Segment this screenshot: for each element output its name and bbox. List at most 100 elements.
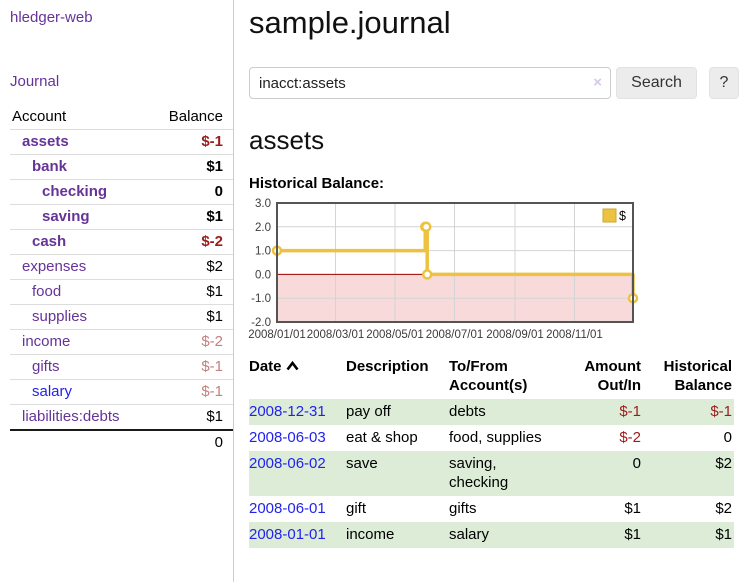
search-input[interactable] — [249, 67, 611, 99]
transaction-row[interactable]: 2008-06-03 eat & shop food, supplies $-2 0 — [249, 425, 734, 451]
svg-text:2008/09/01: 2008/09/01 — [486, 329, 544, 341]
svg-text:1.0: 1.0 — [255, 246, 271, 258]
transaction-row[interactable]: 2008-06-02 save saving, checking 0 $2 — [249, 451, 734, 496]
transaction-date-link[interactable]: 2008-06-03 — [249, 429, 326, 446]
transaction-accounts: gifts — [449, 500, 477, 517]
account-link[interactable]: expenses — [22, 258, 87, 275]
page-title: sample.journal — [249, 5, 451, 40]
account-row: income $-2 — [10, 329, 233, 355]
account-link[interactable]: liabilities:debts — [22, 408, 120, 425]
account-row: expenses $2 — [10, 254, 233, 280]
account-link[interactable]: food — [32, 283, 62, 300]
transaction-balance: $2 — [715, 455, 732, 472]
main-content: sample.journal × Search ? assets Histori… — [234, 0, 742, 582]
account-table-header-row: Account Balance — [10, 105, 233, 130]
account-row: saving $1 — [10, 204, 233, 230]
transaction-date-link[interactable]: 2008-12-31 — [249, 403, 326, 420]
amount-column-header: Amount Out/In — [584, 358, 641, 394]
transaction-accounts: debts — [449, 403, 486, 420]
account-row: cash $-2 — [10, 229, 233, 255]
account-link[interactable]: gifts — [32, 358, 60, 375]
sidebar-nav: Journal — [10, 73, 233, 91]
transaction-date-link[interactable]: 2008-06-01 — [249, 500, 326, 517]
account-row: salary $-1 — [10, 379, 233, 405]
account-row: liabilities:debts $1 — [10, 404, 233, 431]
transaction-amount: $-1 — [619, 403, 641, 420]
transaction-amount: $1 — [624, 500, 641, 517]
account-balance: $1 — [206, 283, 223, 300]
account-total-row: 0 — [10, 429, 233, 455]
date-column-header[interactable]: Date — [249, 355, 346, 399]
legend-swatch — [602, 208, 617, 223]
transaction-description: eat & shop — [346, 429, 418, 446]
transaction-accounts: saving, checking — [449, 455, 509, 491]
account-balance: $-2 — [201, 333, 223, 350]
transaction-amount: $-2 — [619, 429, 641, 446]
transaction-balance: $1 — [715, 526, 732, 543]
transaction-amount: 0 — [632, 455, 641, 472]
account-link[interactable]: checking — [42, 183, 108, 200]
transaction-date-link[interactable]: 2008-01-01 — [249, 526, 326, 543]
account-column-header: Account — [12, 108, 67, 125]
transaction-balance: 0 — [723, 429, 732, 446]
svg-text:2008/07/01: 2008/07/01 — [426, 329, 484, 341]
account-heading: assets — [249, 125, 325, 155]
svg-text:2008/03/01: 2008/03/01 — [307, 329, 365, 341]
svg-text:0.0: 0.0 — [255, 269, 271, 281]
transactions-header-row: Date Description To/From Account(s) Amou… — [249, 355, 734, 399]
account-link[interactable]: saving — [42, 208, 90, 225]
account-link[interactable]: income — [22, 333, 71, 350]
svg-text:2008/11/01: 2008/11/01 — [546, 329, 603, 341]
account-row: gifts $-1 — [10, 354, 233, 380]
account-balance-table: Account Balance assets $-1 bank $1 checking 0… — [10, 105, 233, 455]
balance-column-header-txn: Historical Balance — [663, 358, 732, 394]
account-balance: $-1 — [201, 383, 223, 400]
help-button[interactable]: ? — [709, 67, 739, 99]
account-balance: $1 — [206, 308, 223, 325]
sidebar: hledger-web Journal Account Balance asse… — [0, 0, 234, 582]
transaction-amount: $1 — [624, 526, 641, 543]
clear-search-icon[interactable]: × — [593, 74, 602, 91]
transaction-accounts: food, supplies — [449, 429, 542, 446]
app-title-link[interactable]: hledger-web — [10, 9, 93, 26]
account-row: assets $-1 — [10, 129, 233, 155]
svg-text:2008/01/01: 2008/01/01 — [248, 329, 306, 341]
transaction-date-link[interactable]: 2008-06-02 — [249, 455, 326, 472]
balance-column-header: Balance — [168, 108, 223, 125]
account-link[interactable]: bank — [32, 158, 68, 175]
transaction-row[interactable]: 2008-01-01 income salary $1 $1 — [249, 522, 734, 548]
account-link[interactable]: cash — [32, 233, 67, 250]
svg-text:-2.0: -2.0 — [251, 317, 271, 329]
account-balance: $1 — [206, 408, 223, 425]
search-button[interactable]: Search — [616, 67, 697, 99]
account-balance: $-1 — [201, 358, 223, 375]
transaction-description: pay off — [346, 403, 391, 420]
account-link[interactable]: salary — [32, 383, 73, 400]
svg-text:-1.0: -1.0 — [251, 293, 271, 305]
total-spacer — [10, 429, 149, 455]
transaction-row[interactable]: 2008-06-01 gift gifts $1 $2 — [249, 496, 734, 522]
svg-text:2008/05/01: 2008/05/01 — [366, 329, 424, 341]
transaction-row[interactable]: 2008-12-31 pay off debts $-1 $-1 — [249, 399, 734, 425]
account-row: bank $1 — [10, 154, 233, 180]
transaction-description: gift — [346, 500, 367, 517]
account-link[interactable]: supplies — [32, 308, 88, 325]
account-link[interactable]: assets — [22, 133, 69, 150]
account-balance: $-1 — [201, 133, 223, 150]
transaction-balance: $2 — [715, 500, 732, 517]
account-table-body: assets $-1 bank $1 checking 0 saving $1 cash $-2 e… — [10, 129, 233, 431]
svg-text:3.0: 3.0 — [255, 198, 271, 210]
transaction-balance: $-1 — [710, 403, 732, 420]
transaction-description: save — [346, 455, 378, 472]
sidebar-item-journal[interactable]: Journal — [10, 73, 60, 90]
account-balance: $1 — [206, 208, 223, 225]
sort-ascending-icon — [285, 357, 299, 376]
transactions-table-body: 2008-12-31 pay off debts $-1 $-1 2008-06-03 ea… — [249, 399, 734, 548]
svg-text:2.0: 2.0 — [255, 222, 271, 234]
account-balance: $1 — [206, 158, 223, 175]
account-balance: $-2 — [201, 233, 223, 250]
tofrom-column-header: To/From Account(s) — [449, 358, 528, 394]
account-balance: 0 — [214, 183, 223, 200]
total-balance: 0 — [148, 429, 233, 455]
